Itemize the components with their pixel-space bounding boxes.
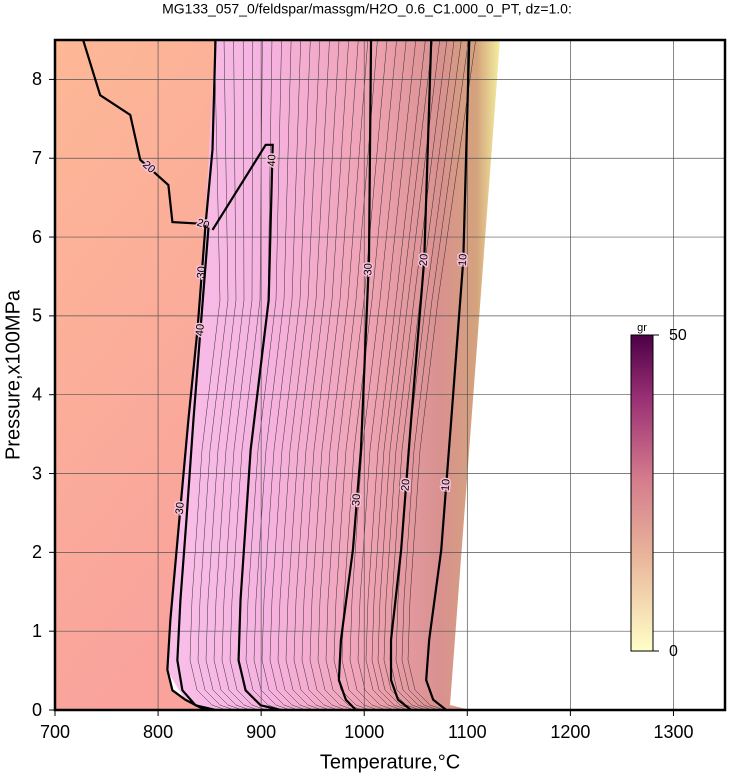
- thin-contour: [205, 40, 243, 710]
- contour-label: 30: [350, 493, 363, 506]
- colorbar-tick-label: 0: [669, 643, 678, 660]
- thin-contour: [333, 40, 388, 710]
- thin-contour: [389, 40, 455, 710]
- contour-label: 10: [457, 253, 470, 266]
- thin-contour: [401, 40, 469, 710]
- y-tick-label: 4: [32, 384, 42, 404]
- thin-contours: [189, 40, 476, 710]
- x-axis-label: Temperature,°C: [320, 751, 460, 773]
- y-tick-label: 2: [32, 542, 42, 562]
- colorbar-tick-label: 50: [669, 327, 687, 344]
- field-fill: [167, 40, 500, 710]
- x-tick-label: 700: [40, 722, 70, 742]
- x-tick-label: 1200: [550, 722, 590, 742]
- y-tick-label: 7: [32, 148, 42, 168]
- contour-label: 20: [418, 253, 431, 266]
- y-axis-label: Pressure,x100MPa: [2, 289, 24, 460]
- thin-contour: [245, 40, 283, 710]
- y-tick-label: 5: [32, 306, 42, 326]
- y-tick-label: 6: [32, 227, 42, 247]
- thin-contour: [285, 40, 330, 710]
- thin-contour: [213, 40, 251, 710]
- thin-contour: [317, 40, 369, 710]
- grid: [55, 40, 725, 710]
- contour-line: [82, 40, 217, 227]
- thin-contour: [383, 40, 448, 710]
- contour-label: 20: [400, 478, 413, 491]
- thin-contour: [197, 40, 235, 710]
- thin-contour: [277, 40, 321, 710]
- y-tick-label: 3: [32, 463, 42, 483]
- plot-frame: [53, 38, 727, 712]
- x-tick-label: 1000: [344, 722, 384, 742]
- contour-line: [389, 40, 433, 710]
- y-tick-label: 8: [32, 69, 42, 89]
- thin-contour: [301, 40, 349, 710]
- thin-contour: [229, 40, 267, 710]
- thin-contour: [407, 40, 476, 710]
- thin-contour: [309, 40, 359, 710]
- contour-line: [211, 143, 281, 710]
- chart-title: MG133_057_0/feldspar/massgm/H2O_0.6_C1.0…: [162, 1, 572, 17]
- thin-contour: [293, 40, 340, 710]
- contour-line: [337, 40, 373, 710]
- contour-label: 30: [362, 263, 375, 276]
- contour-label: 10: [440, 478, 453, 491]
- contour-label: 30: [174, 502, 187, 515]
- x-tick-label: 900: [246, 722, 276, 742]
- colorbar-label: gr: [637, 322, 647, 334]
- thin-contour: [341, 40, 397, 710]
- thin-contour: [269, 40, 311, 710]
- thin-contour: [357, 40, 417, 710]
- x-tick-label: 1300: [653, 722, 693, 742]
- x-tick-label: 800: [143, 722, 173, 742]
- field-fill-left: [55, 40, 215, 710]
- thin-contour: [395, 40, 462, 710]
- contour-label: 40: [194, 323, 207, 336]
- contour-line: [425, 40, 471, 710]
- contour-label: 40: [266, 154, 278, 167]
- y-tick-label: 1: [32, 621, 42, 641]
- thin-contour: [221, 40, 259, 710]
- thin-contour: [349, 40, 407, 710]
- contour-line: [176, 227, 216, 710]
- y-tick-label: 0: [32, 700, 42, 720]
- axes: 700 800 900 1000 1100 1200 1300 0 1 2 3 4 5 6 7 8: [32, 69, 694, 742]
- thin-contour: [261, 40, 301, 710]
- thin-contour: [189, 40, 227, 710]
- x-tick-label: 1100: [448, 722, 487, 742]
- thin-contour: [253, 40, 292, 710]
- colorbar: [630, 334, 654, 652]
- thin-contour: [371, 40, 433, 710]
- thin-contour: [365, 40, 426, 710]
